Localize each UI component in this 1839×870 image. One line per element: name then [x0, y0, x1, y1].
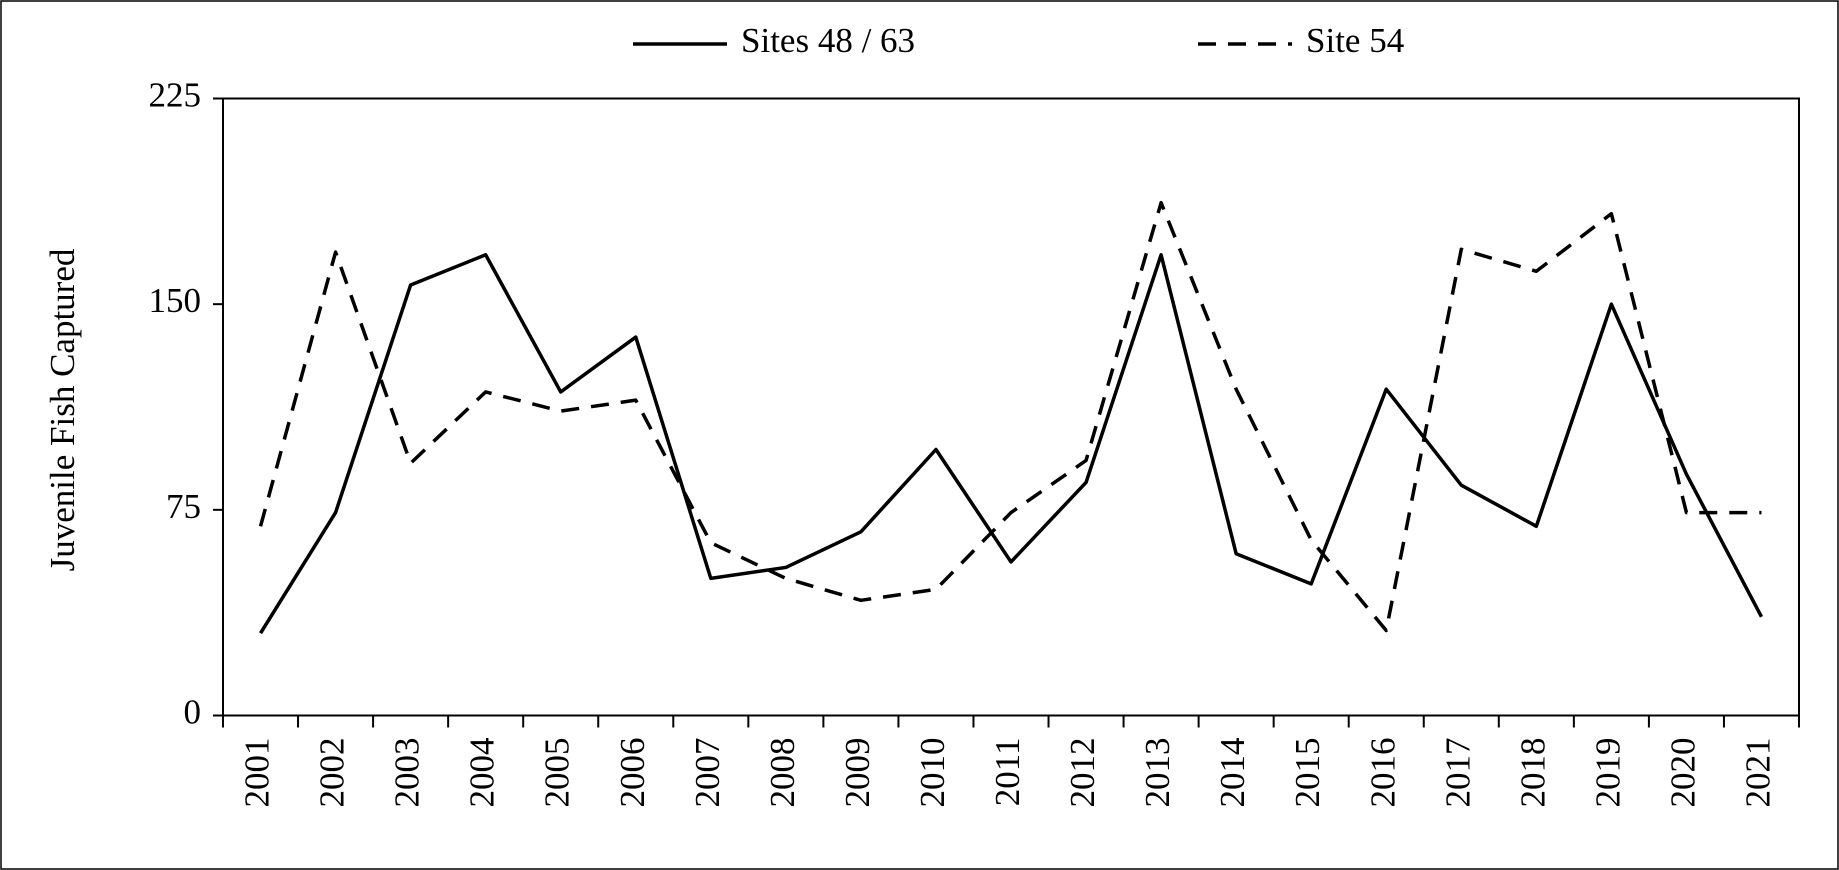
x-tick-label: 2015: [1288, 738, 1327, 808]
x-tick-label: 2009: [838, 738, 877, 808]
series-line: [259, 253, 1764, 635]
x-tick-label: 2011: [988, 738, 1027, 807]
y-tick-label: 0: [184, 693, 202, 732]
x-tick-label: 2016: [1363, 738, 1402, 808]
y-tick-label: 75: [166, 487, 201, 526]
x-tick-label: 2021: [1739, 738, 1778, 808]
x-tick-label: 2010: [913, 738, 952, 808]
x-tick-label: 2018: [1513, 738, 1552, 808]
plot-area: [222, 97, 1800, 717]
x-tick-label: 2004: [463, 738, 502, 808]
y-tick-label: 150: [149, 281, 202, 320]
x-tick-label: 2020: [1663, 738, 1702, 808]
x-tick-label: 2014: [1213, 738, 1252, 808]
x-tick-label: 2019: [1588, 738, 1627, 808]
x-tick-label: 2017: [1438, 738, 1477, 808]
x-tick-label: 2005: [538, 738, 577, 808]
x-tick-label: 2007: [688, 738, 727, 808]
x-tick-label: 2006: [613, 738, 652, 808]
legend-label: Sites 48 / 63: [741, 21, 915, 60]
legend-label: Site 54: [1306, 21, 1404, 60]
y-tick-label: 225: [149, 76, 202, 115]
x-tick-label: 2008: [763, 738, 802, 808]
x-tick-label: 2003: [388, 738, 427, 808]
x-tick-label: 2002: [313, 738, 352, 808]
x-tick-label: 2013: [1138, 738, 1177, 808]
x-tick-label: 2012: [1063, 738, 1102, 808]
series-line: [258, 200, 1762, 633]
x-tick-label: 2001: [238, 738, 277, 808]
y-axis-label: Juvenile Fish Captured: [43, 248, 82, 571]
